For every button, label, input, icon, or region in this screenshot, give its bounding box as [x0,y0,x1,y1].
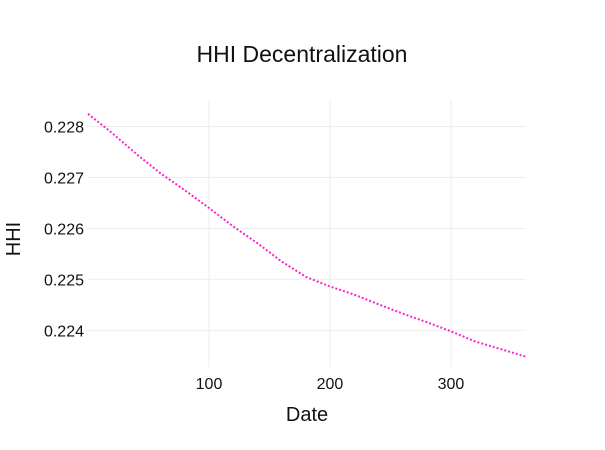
y-tick-label: 0.228 [44,119,84,136]
y-axis-title: HHI [3,222,25,256]
y-tick-label: 0.226 [44,221,84,238]
y-tick-label: 0.224 [44,323,84,340]
x-axis-title: Date [286,404,328,426]
series-line [87,113,527,358]
y-tick-label: 0.227 [44,170,84,187]
y-tick-label: 0.225 [44,272,84,289]
chart-title: HHI Decentralization [197,41,408,67]
x-tick-label: 100 [196,376,223,393]
tick-labels: 0.224 0.225 0.226 0.227 0.228 100 200 300 [44,119,464,393]
x-tick-label: 300 [438,376,465,393]
x-tick-label: 200 [317,376,344,393]
grid [88,100,526,367]
plot-area [87,113,527,358]
